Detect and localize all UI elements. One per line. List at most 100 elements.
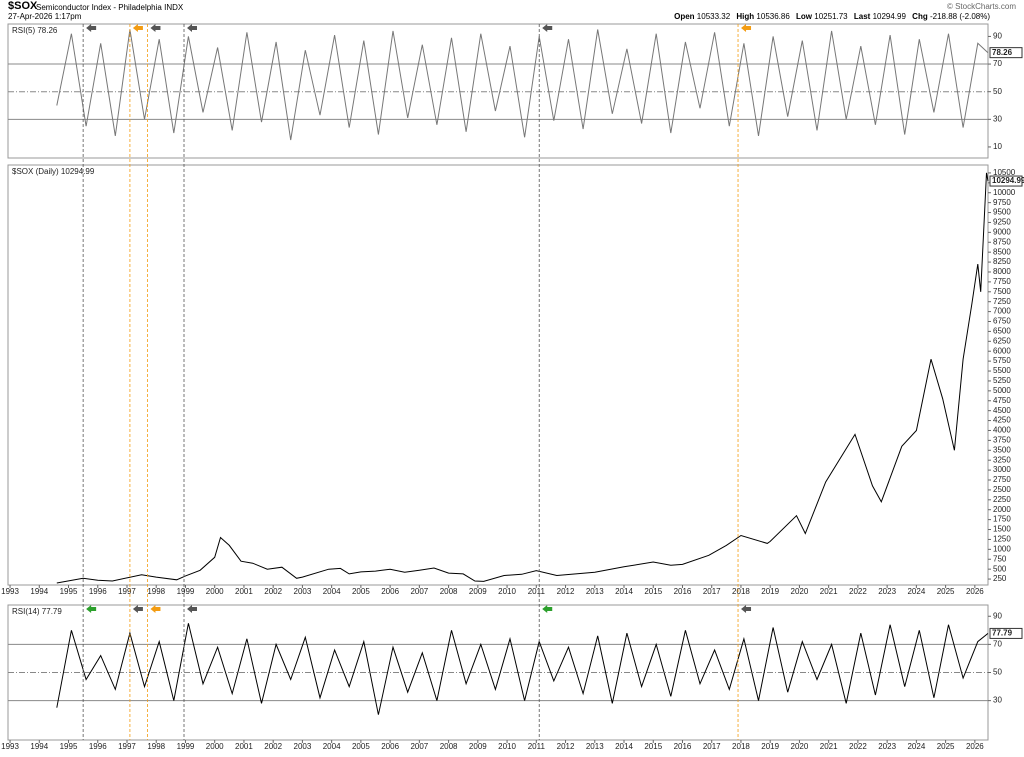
y-tick-label: 8500 (993, 247, 1011, 256)
x-tick-label: 2003 (294, 742, 312, 751)
panel-border (7, 23, 989, 159)
y-tick-label: 8250 (993, 257, 1011, 266)
panel-title: RSI(5) 78.26 (12, 26, 58, 35)
y-tick-label: 9500 (993, 208, 1011, 217)
y-tick-label: 8000 (993, 267, 1011, 276)
series-line (56, 623, 989, 715)
y-tick-label: 250 (993, 574, 1007, 583)
last-value: 77.79 (42, 607, 63, 616)
x-tick-label: 2021 (820, 587, 838, 596)
x-tick-label: 2012 (557, 587, 575, 596)
x-tick-label: 2003 (294, 587, 312, 596)
arrow (86, 605, 97, 613)
panel-title: RSI(14) 77.79 (12, 607, 62, 616)
last-value-label: 77.79 (992, 629, 1013, 638)
x-tick-label: 1995 (60, 742, 78, 751)
y-tick-label: 8750 (993, 237, 1011, 246)
x-tick-label: 2008 (440, 742, 458, 751)
y-tick-label: 4750 (993, 396, 1011, 405)
name: Semiconductor Index - Philadelphia (36, 3, 162, 12)
x-tick-label: 1994 (30, 742, 48, 751)
title: RSI(5) (12, 26, 35, 35)
arrow (187, 24, 198, 32)
x-tick-label: 2006 (381, 742, 399, 751)
y-tick-label: 3500 (993, 445, 1011, 454)
y-tick-label: 5500 (993, 366, 1011, 375)
y-tick-label: 4500 (993, 406, 1011, 415)
y-tick-label: 7000 (993, 307, 1011, 316)
y-tick-label: 750 (993, 554, 1007, 563)
x-tick-label: 1995 (60, 587, 78, 596)
x-tick-label: 1997 (118, 587, 136, 596)
y-tick-label: 9250 (993, 218, 1011, 227)
x-tick-label: 2017 (703, 742, 721, 751)
x-tick-label: 1999 (177, 587, 195, 596)
last-value-box (989, 47, 1023, 59)
y-tick-label: 10000 (993, 188, 1016, 197)
x-tick-label: 2022 (849, 587, 867, 596)
x-tick-label: 2011 (528, 742, 546, 751)
y-tick-label: 70 (993, 59, 1002, 68)
x-tick-label: 2015 (644, 587, 662, 596)
y-tick-label: 90 (993, 611, 1002, 620)
x-tick-label: 2000 (206, 587, 224, 596)
open: 10533.32 (696, 12, 731, 21)
y-tick-label: 1750 (993, 515, 1011, 524)
last: 10294.99 (872, 12, 906, 21)
x-tick-label: 2000 (206, 742, 224, 751)
y-tick-label: 5000 (993, 386, 1011, 395)
x-tick-label: 2014 (615, 742, 633, 751)
panel-title: $SOX (Daily) 10294.99 (12, 167, 95, 176)
x-tick-label: 1996 (89, 587, 107, 596)
arrow (150, 605, 161, 613)
x-tick-label: 2019 (761, 742, 779, 751)
x-tick-label: 2009 (469, 587, 487, 596)
x-tick-label: 2005 (352, 742, 370, 751)
y-tick-label: 1000 (993, 544, 1011, 553)
y-tick-label: 30 (993, 696, 1002, 705)
label: Last (853, 12, 871, 21)
arrow (741, 605, 752, 613)
x-tick-label: 2026 (966, 742, 984, 751)
quote: Open 10533.32 High 10536.86 Low 10251.73… (670, 12, 990, 21)
x-tick-label: 2023 (878, 587, 896, 596)
y-tick-label: 1250 (993, 535, 1011, 544)
x-tick-label: 1994 (30, 587, 48, 596)
x-tick-label: 2006 (381, 587, 399, 596)
date: 27-Apr-2026 1:17pm (8, 12, 82, 21)
arrow (150, 24, 161, 32)
y-tick-label: 6500 (993, 327, 1011, 336)
low: 10251.73 (814, 12, 848, 21)
y-tick-label: 10500 (993, 168, 1016, 177)
y-tick-label: 6750 (993, 317, 1011, 326)
x-tick-label: 2015 (644, 742, 662, 751)
x-tick-label: 2002 (264, 742, 282, 751)
y-tick-label: 7500 (993, 287, 1011, 296)
last-value-box (989, 175, 1023, 187)
y-tick-label: 500 (993, 564, 1007, 573)
x-tick-label: 2017 (703, 587, 721, 596)
arrow (132, 605, 143, 613)
last-value-label: 10294.99 (992, 176, 1024, 185)
x-tick-label: 2004 (323, 587, 341, 596)
y-tick-label: 50 (993, 668, 1002, 677)
x-tick-label: 2025 (937, 742, 955, 751)
x-tick-label: 1998 (147, 742, 165, 751)
x-tick-label: 2020 (791, 587, 809, 596)
y-tick-label: 90 (993, 32, 1002, 41)
series-line (56, 29, 989, 141)
high: 10536.86 (756, 12, 790, 21)
y-tick-label: 1500 (993, 525, 1011, 534)
arrow (542, 24, 553, 32)
label: Low (796, 12, 813, 21)
arrow (132, 24, 143, 32)
y-tick-label: 7250 (993, 297, 1011, 306)
x-tick-label: 2013 (586, 587, 604, 596)
x-tick-label: 2007 (410, 587, 428, 596)
arrow (741, 24, 752, 32)
x-tick-label: 2010 (498, 587, 516, 596)
x-tick-label: 2013 (586, 742, 604, 751)
x-tick-label: 1998 (147, 587, 165, 596)
label: Chg (912, 12, 928, 21)
symbol: $SOX (8, 0, 38, 12)
